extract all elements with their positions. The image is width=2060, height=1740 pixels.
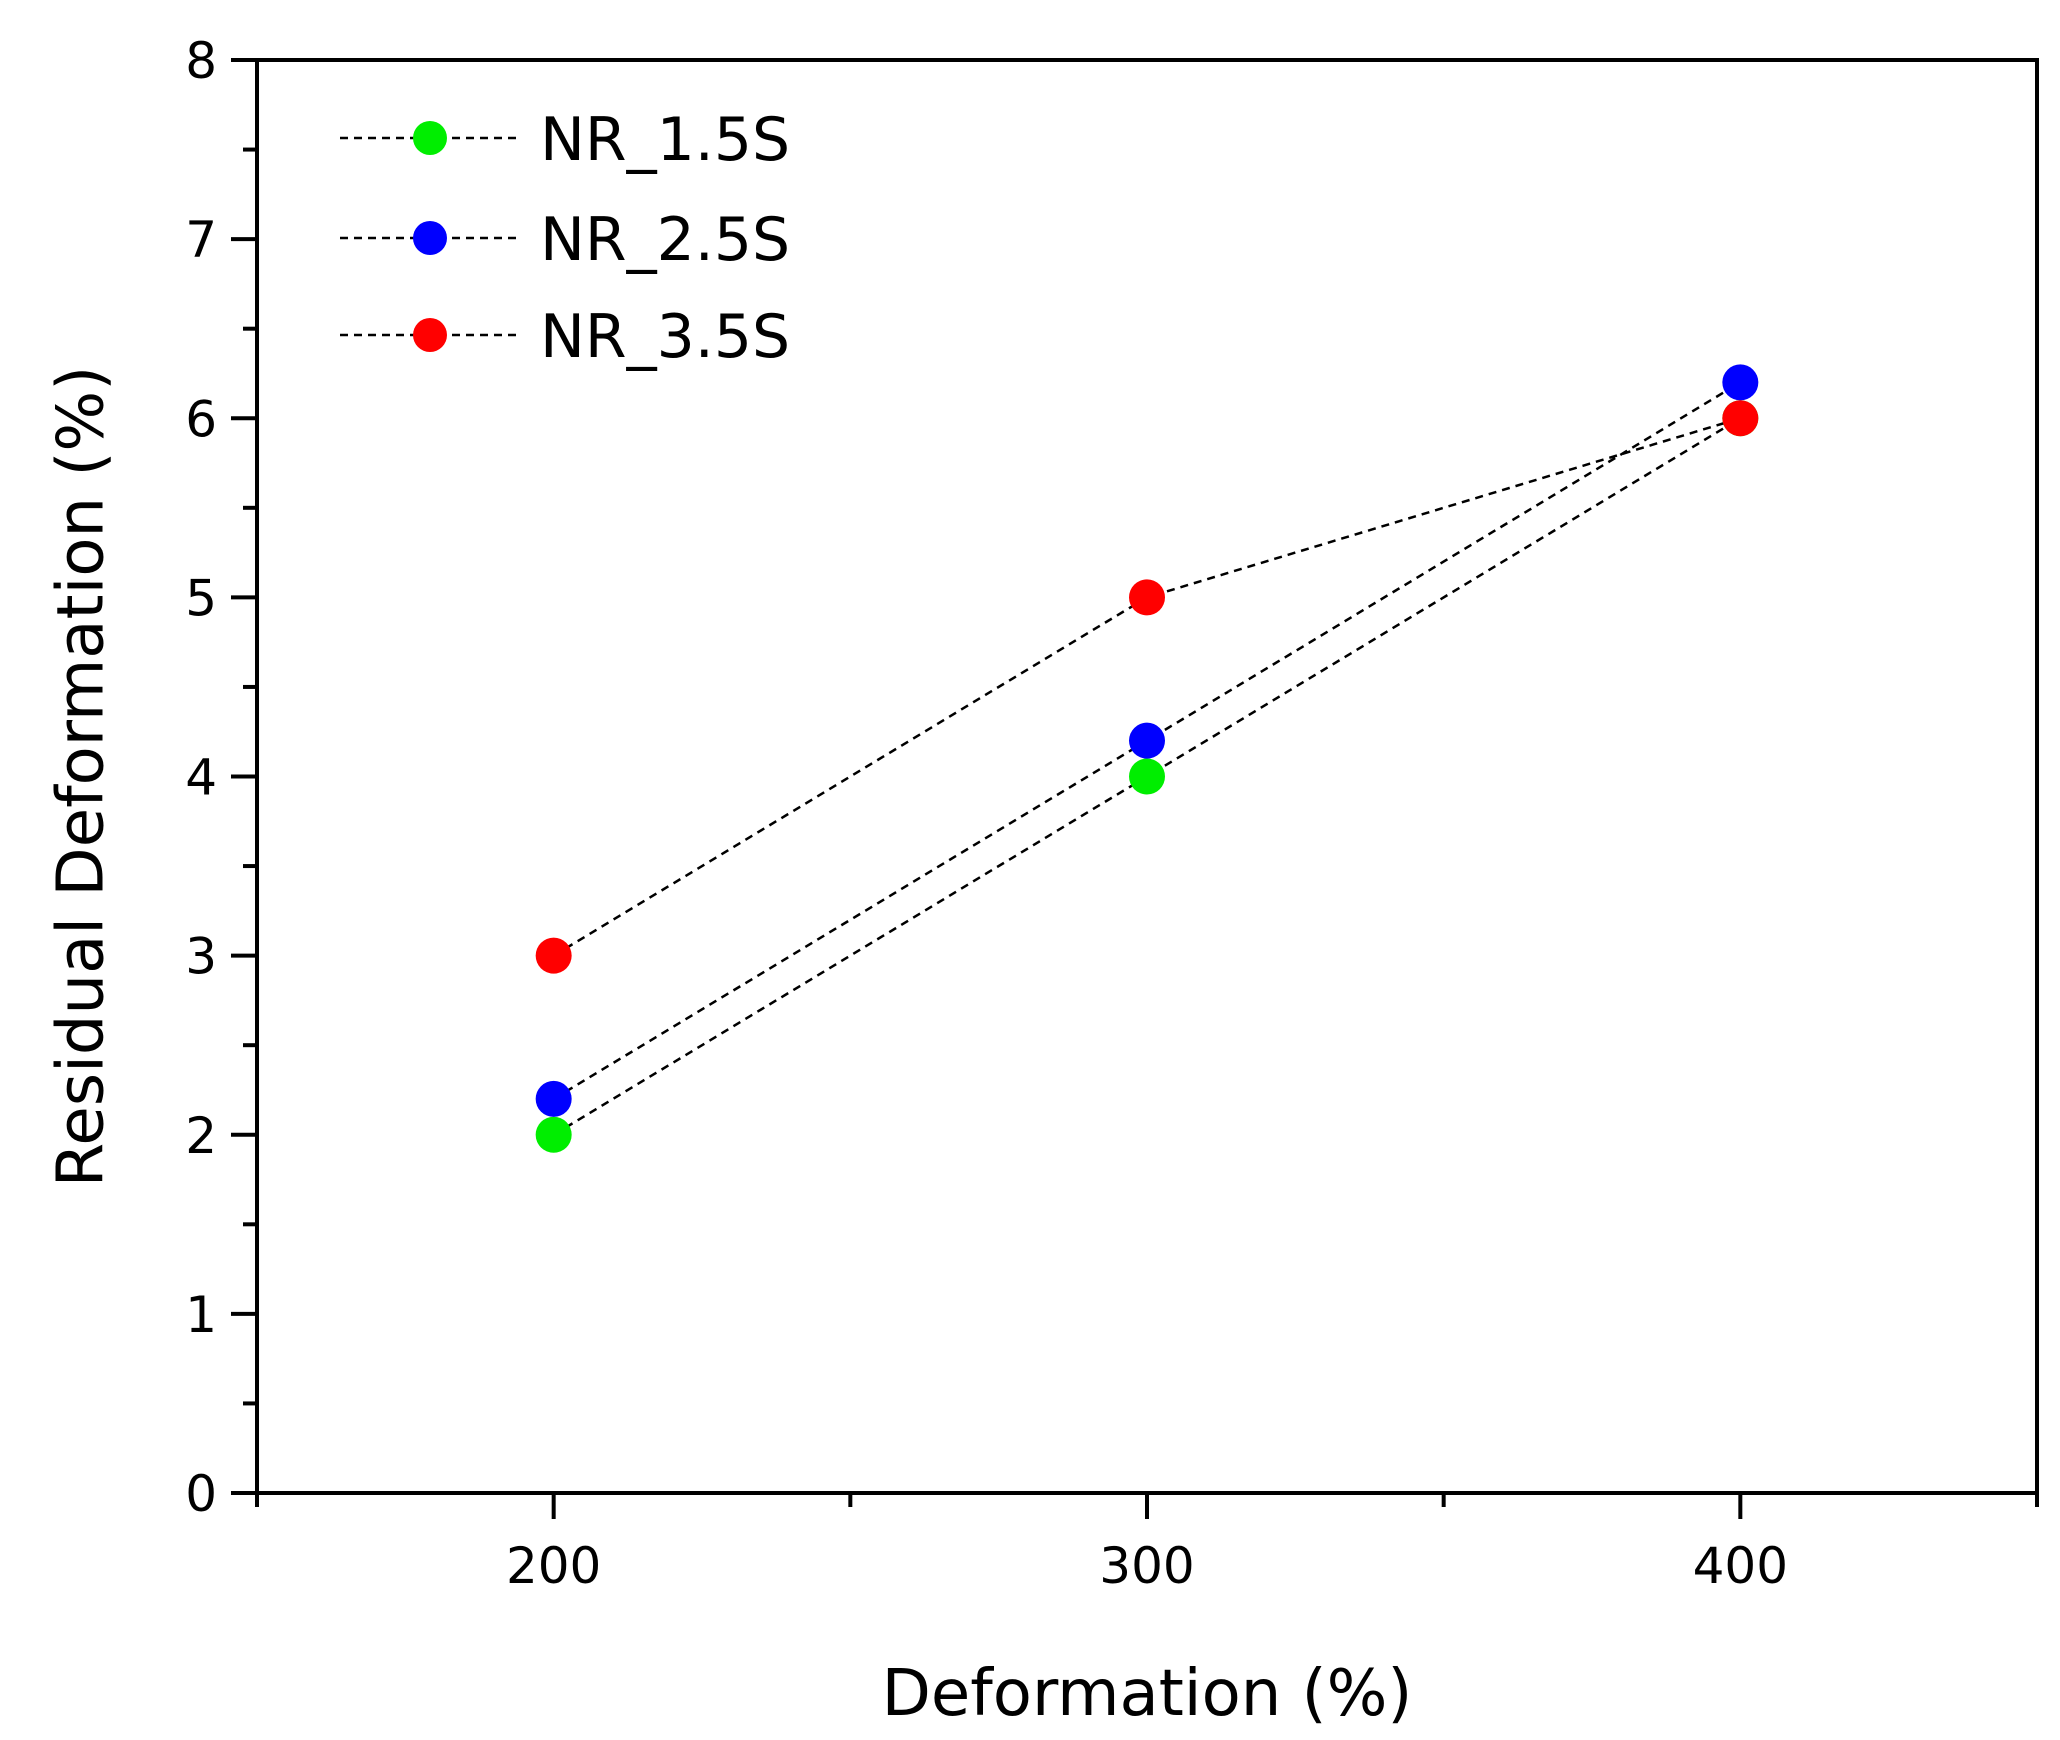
y-tick-label: 0 [185,1465,217,1523]
legend-label: NR_2.5S [540,205,790,275]
axis-ticks: 0 1 2 3 4 5 6 7 8 200 300 400 [185,32,2039,1595]
y-axis-title: Residual Deformation (%) [45,366,119,1187]
y-tick-label: 5 [185,569,217,627]
y-tick-label: 1 [185,1286,217,1344]
data-point-series-1 [535,1116,572,1153]
data-point-series-2 [535,1080,572,1117]
data-point-series-2 [1129,722,1165,759]
legend-marker [413,121,447,155]
y-tick-label: 7 [185,211,217,269]
legend-marker [413,221,447,255]
legend-marker [413,318,447,352]
y-tick-label: 4 [185,749,217,807]
x-tick-label: 300 [1099,1537,1194,1595]
legend: NR_1.5S NR_2.5S NR_3.5S [340,105,790,372]
x-axis-title: Deformation (%) [882,1657,1413,1731]
y-tick-label: 3 [185,928,217,986]
legend-label: NR_1.5S [540,105,790,175]
y-tick-label: 8 [185,32,217,90]
y-tick-label: 6 [185,390,217,448]
data-point-series-1 [1129,758,1165,795]
legend-label: NR_3.5S [540,302,790,372]
data-point-series-3 [535,937,572,974]
x-tick-label: 200 [506,1537,601,1595]
data-point-series-3 [1129,579,1165,616]
x-tick-label: 400 [1693,1537,1788,1595]
data-point-series-3 [1722,400,1759,437]
data-point-series-2 [1722,364,1759,401]
series-points [535,364,1759,1153]
y-tick-label: 2 [185,1107,217,1165]
